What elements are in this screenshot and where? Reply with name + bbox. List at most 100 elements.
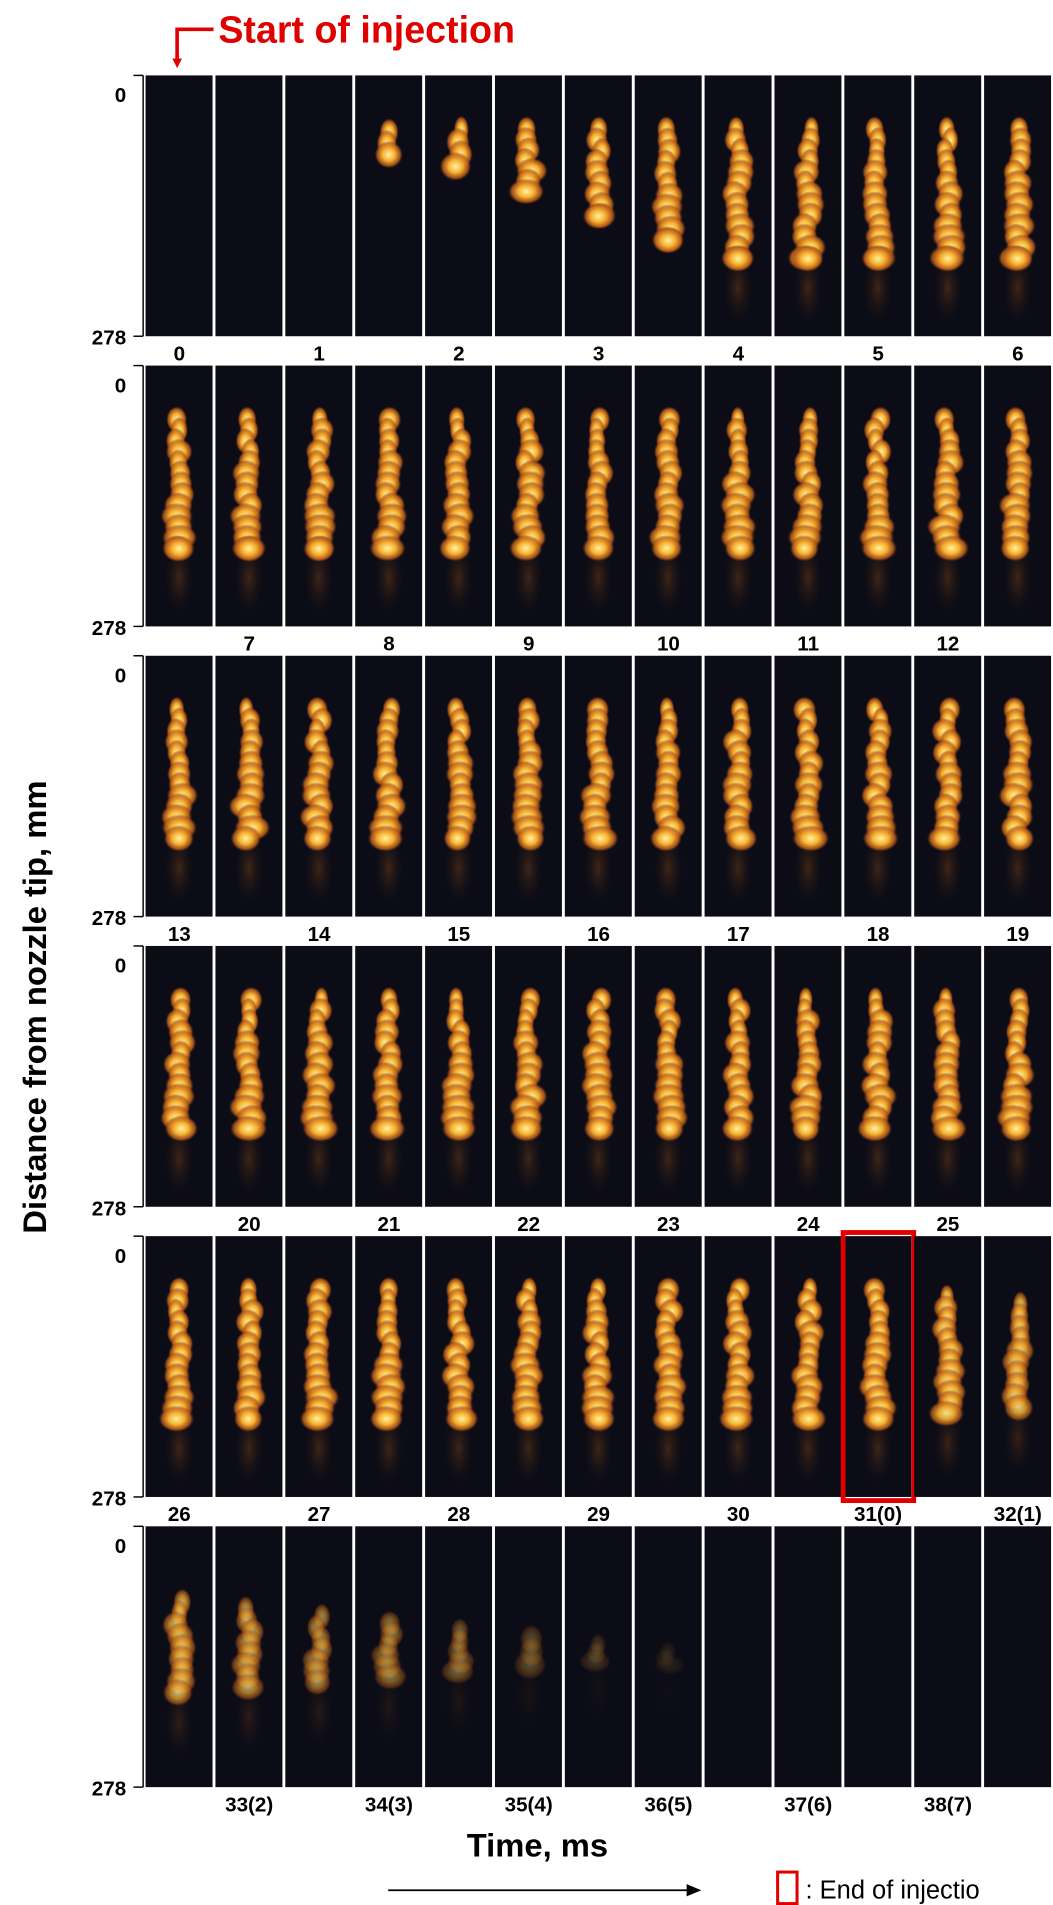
frame-label: 36(5) [644,1793,692,1816]
frame-label: 19 [1006,923,1029,946]
flame [162,1678,194,1707]
frame [774,1526,842,1788]
flame-head [233,535,265,563]
frame-label: 33(2) [225,1793,273,1816]
frame [355,75,423,337]
flame [578,1650,612,1673]
flame [509,1115,543,1142]
frame-label: 18 [867,923,890,946]
flame [724,825,758,852]
frame-label: 35(4) [505,1793,553,1816]
flame [856,1115,893,1142]
flame [654,1115,685,1142]
flame [440,1658,475,1685]
frame-label: 16 [587,923,610,946]
flame [303,1668,332,1696]
frame [494,75,562,337]
flame [515,825,545,852]
flame [653,1655,686,1675]
flame [302,1115,340,1142]
flame-head [1001,245,1034,272]
frame-label: 23 [657,1213,680,1236]
frame [704,1526,772,1788]
flame [789,534,820,562]
frame-label: 1 [313,342,324,365]
flame [513,1649,547,1680]
flame [582,1405,616,1433]
frame-label: 9 [523,633,534,656]
flame [368,1115,406,1142]
flame [299,1405,336,1433]
y-bottom-label: 278 [92,617,126,640]
frame-label: 27 [308,1503,331,1526]
flame [1003,1393,1034,1422]
frame [844,1526,912,1788]
frame-label: 11 [797,633,819,656]
frame-label: 12 [936,633,959,656]
y-top-label: 0 [115,955,126,978]
flame [441,1115,477,1142]
title: Start of injection [218,9,515,51]
flame [163,825,195,852]
y-bottom-label: 278 [92,327,126,350]
frame-label: 6 [1012,342,1023,365]
y-axis-title: Distance from nozzle tip, mm [16,781,53,1234]
frame-label: 30 [727,1503,750,1526]
frame-label: 37(6) [784,1793,832,1816]
flame [374,140,404,169]
flame [508,178,545,205]
frame-label: 14 [308,923,331,946]
flame [926,825,962,852]
flame [302,825,333,852]
flame-head [582,202,615,230]
flame [583,1115,616,1142]
flame [229,1115,268,1142]
frame-label: 28 [447,1503,470,1526]
legend-label: : End of injectio [806,1877,980,1905]
frame-label: 34(3) [365,1793,413,1816]
frame-label: 10 [657,633,680,656]
flame-head [931,245,964,272]
frame-label: 25 [936,1213,959,1236]
flame [367,825,404,852]
flame [650,534,683,562]
flame-head [862,245,894,272]
flame [718,1405,755,1433]
flame [438,534,472,562]
flame [999,534,1031,562]
flame [1000,1115,1033,1142]
y-top-label: 0 [115,374,126,397]
frame [425,75,493,337]
y-top-label: 0 [115,1245,126,1268]
y-bottom-label: 278 [92,1487,126,1510]
flame [931,1115,968,1142]
frame-label: 0 [174,342,185,365]
flame [1004,825,1035,852]
frame [914,1526,982,1788]
flame [444,1405,479,1433]
flame [649,825,682,852]
frame-label: 13 [168,923,191,946]
frame-label: 21 [377,1213,400,1236]
y-top-label: 0 [115,1535,126,1558]
flame [791,1115,821,1142]
y-bottom-label: 278 [92,1197,126,1220]
flame [158,1405,195,1433]
flame [933,534,970,562]
flame [651,1405,686,1433]
frame [984,1526,1052,1788]
flame [369,1405,404,1433]
frame-label: 4 [733,342,745,365]
flame-head [722,245,754,272]
flame [721,1115,754,1142]
frame-label: 31(0) [854,1503,902,1526]
flame [233,1405,263,1433]
flame [443,825,472,852]
frame [215,75,283,337]
flame [928,1400,965,1427]
frame-label: 22 [517,1213,540,1236]
